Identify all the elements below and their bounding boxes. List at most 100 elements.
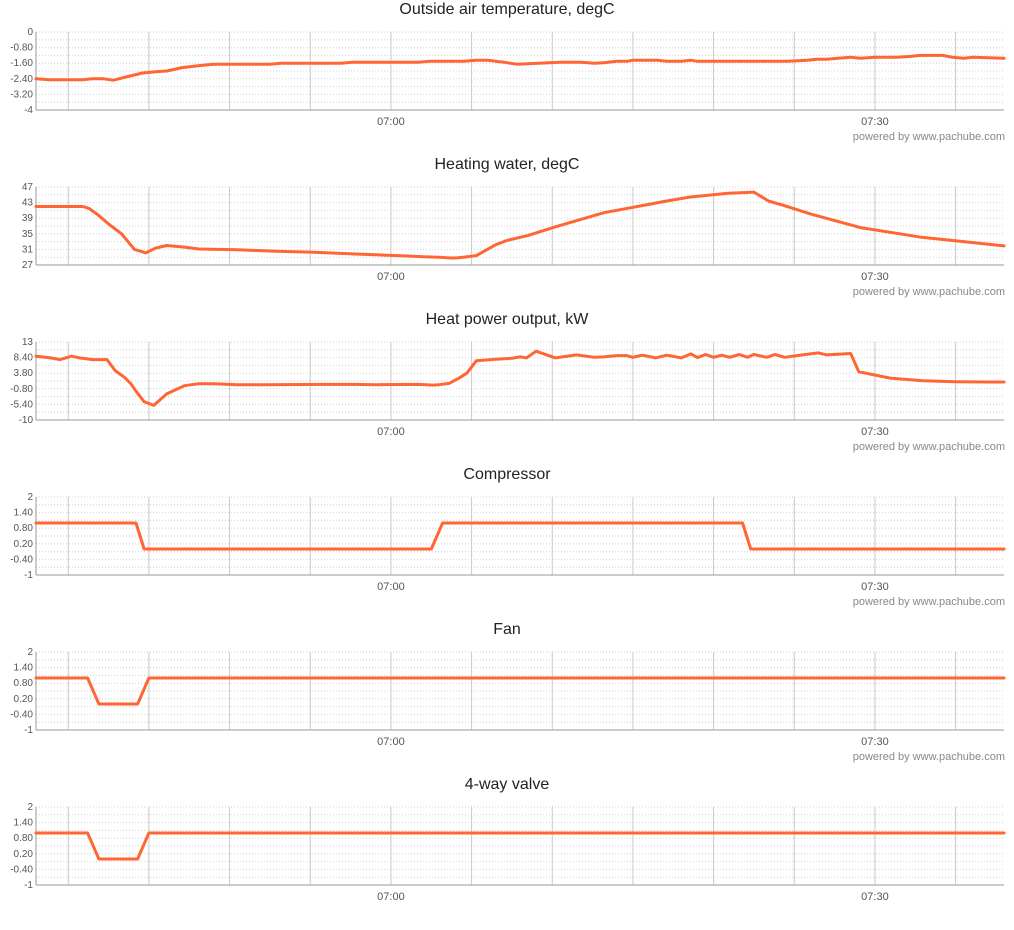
data-point — [97, 702, 101, 706]
data-point — [859, 57, 862, 60]
y-tick-label: -5.40 — [10, 399, 33, 410]
chart-panel: 2 1.40 0.80 0.20 -0.40 -1 07:00 07:30 Fan powered… — [0, 620, 1014, 775]
chart-panel: 13 8.40 3.80 -0.80 -5.40 -10 07:00 07:30 Heat po… — [0, 310, 1014, 465]
x-tick-label: 07:30 — [861, 891, 889, 903]
data-point — [696, 60, 699, 63]
chart-svg: 2 1.40 0.80 0.20 -0.40 -1 07:00 07:30 — [10, 802, 1006, 903]
data-point — [197, 382, 201, 385]
data-point — [486, 59, 489, 62]
data-point — [212, 382, 215, 385]
data-point — [665, 60, 669, 63]
data-point — [631, 356, 635, 359]
data-point — [446, 60, 449, 63]
data-point — [625, 354, 628, 357]
data-point — [817, 351, 820, 355]
data-point — [704, 353, 707, 356]
data-point — [1002, 676, 1006, 680]
data-point — [859, 226, 862, 229]
data-point — [236, 383, 239, 386]
data-point — [889, 377, 893, 380]
data-point — [741, 521, 744, 525]
series-line — [34, 53, 1006, 82]
y-tick-label: 0.80 — [14, 523, 34, 534]
data-point — [165, 392, 168, 396]
data-point — [70, 355, 73, 358]
y-tick-label: 2 — [27, 802, 33, 813]
data-point — [809, 212, 812, 216]
data-point — [773, 353, 777, 356]
y-tick-label: 0.80 — [14, 678, 34, 689]
data-point — [91, 77, 94, 81]
data-point — [309, 250, 312, 254]
data-point — [417, 383, 420, 386]
data-point — [696, 356, 699, 359]
y-tick-label: 1.40 — [14, 663, 34, 674]
data-point — [767, 199, 770, 203]
data-point — [34, 676, 38, 680]
data-point — [268, 62, 272, 66]
data-point — [922, 379, 925, 382]
x-tick-label: 07:00 — [377, 736, 405, 748]
data-point — [236, 248, 239, 251]
chart-title: Outside air temperature, degC — [399, 1, 615, 18]
chart-svg: 0 -0.80 -1.60 -2.40 -3.20 -4 07:00 07:30 — [10, 27, 1006, 128]
data-point — [352, 383, 356, 386]
data-point — [183, 245, 186, 249]
data-point — [475, 254, 478, 257]
data-point — [602, 355, 606, 359]
chart-panel: 2 1.40 0.80 0.20 -0.40 -1 07:00 07:30 Compressor… — [0, 465, 1014, 620]
data-point — [526, 234, 530, 237]
y-tick-label: -0.80 — [10, 384, 33, 395]
data-point — [465, 372, 468, 375]
data-point — [165, 244, 168, 247]
data-point — [142, 400, 146, 403]
data-point — [86, 831, 89, 835]
data-point — [783, 204, 786, 207]
data-point — [726, 192, 730, 195]
data-point — [494, 358, 497, 361]
data-point — [462, 60, 465, 63]
data-point — [738, 353, 741, 356]
data-point — [199, 64, 202, 67]
data-point — [438, 256, 441, 259]
data-point — [849, 56, 852, 59]
data-point — [59, 358, 62, 361]
data-point — [951, 56, 954, 59]
y-tick-label: 0.20 — [14, 539, 34, 550]
data-point — [183, 384, 186, 387]
data-point — [688, 195, 691, 199]
data-point — [441, 521, 444, 525]
data-point — [494, 243, 497, 246]
y-tick-label: -1 — [24, 725, 33, 736]
data-point — [144, 251, 147, 255]
x-tick-label: 07:00 — [377, 271, 405, 283]
data-point — [941, 54, 944, 57]
y-tick-label: 8.40 — [14, 353, 34, 364]
y-tick-label: 2 — [27, 492, 33, 503]
chart-title: Heat power output, kW — [425, 311, 589, 328]
data-point — [34, 77, 38, 81]
y-tick-label: 0.20 — [14, 694, 34, 705]
y-tick-label: -0.80 — [10, 43, 33, 54]
chart-svg: 47 43 39 35 31 27 07:00 07:30 — [22, 182, 1006, 283]
data-point — [102, 358, 105, 361]
data-point — [918, 54, 922, 57]
data-point — [515, 62, 518, 66]
y-tick-label: -0.40 — [10, 554, 33, 565]
y-tick-label: 35 — [22, 229, 34, 240]
data-point — [126, 75, 130, 78]
data-point — [154, 247, 157, 250]
data-point — [120, 232, 123, 235]
data-point — [728, 356, 731, 359]
data-point — [133, 248, 136, 251]
x-tick-label: 07:00 — [377, 891, 405, 903]
y-tick-label: 1.40 — [14, 508, 34, 519]
data-point — [1002, 547, 1006, 551]
y-tick-label: -1.60 — [10, 58, 33, 69]
data-point — [962, 57, 965, 60]
y-tick-label: 2 — [27, 647, 33, 658]
data-point — [665, 354, 669, 357]
data-point — [325, 383, 328, 386]
data-point — [972, 56, 975, 59]
y-tick-label: -4 — [24, 105, 33, 116]
